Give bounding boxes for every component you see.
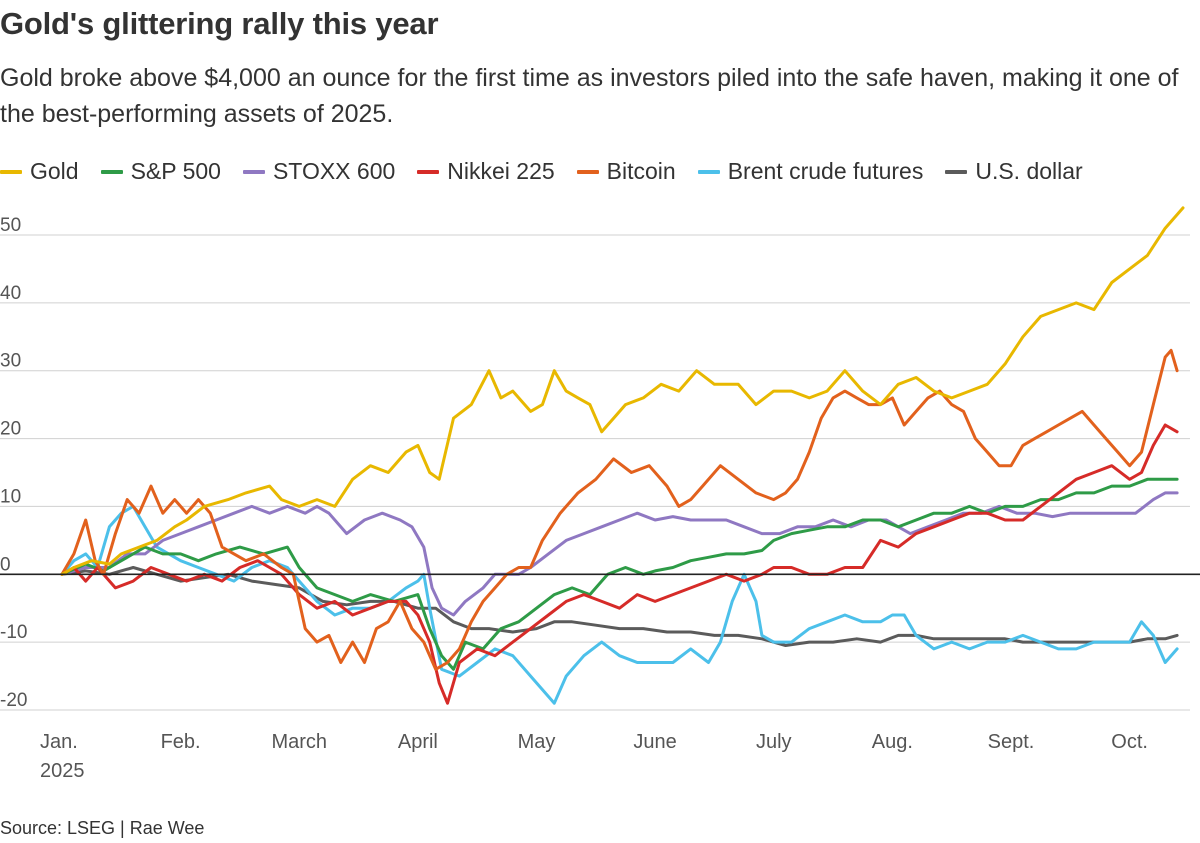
series-line-nikkei-225	[60, 423, 1179, 705]
series-line-gold	[60, 206, 1185, 576]
x-tick-label: Aug.	[872, 731, 913, 753]
legend-item-gold: Gold	[0, 158, 79, 185]
y-tick-label: 30	[0, 351, 21, 372]
legend: Gold S&P 500 STOXX 600 Nikkei 225 Bitcoi…	[0, 158, 1105, 185]
chart-title: Gold's glittering rally this year	[0, 6, 439, 41]
x-tick-label: July	[756, 731, 792, 753]
legend-swatch-gold	[0, 169, 22, 174]
chart-subtitle: Gold broke above $4,000 an ounce for the…	[0, 64, 1179, 128]
legend-label-brent: Brent crude futures	[727, 158, 924, 184]
grid-lines	[0, 234, 1190, 711]
legend-item-stoxx600: STOXX 600	[242, 158, 396, 185]
y-tick-label: 50	[0, 215, 21, 236]
legend-label-bitcoin: Bitcoin	[606, 158, 676, 184]
legend-label-nikkei225: Nikkei 225	[447, 158, 555, 184]
legend-swatch-sp500	[100, 169, 123, 174]
legend-swatch-bitcoin	[576, 169, 599, 174]
legend-item-sp500: S&P 500	[100, 158, 221, 185]
legend-item-bitcoin: Bitcoin	[576, 158, 676, 185]
legend-swatch-usdollar	[945, 169, 968, 174]
legend-item-nikkei225: Nikkei 225	[417, 158, 555, 185]
legend-swatch-stoxx600	[242, 169, 265, 174]
x-tick-label: Oct.	[1111, 731, 1148, 753]
series-lines	[60, 206, 1185, 705]
y-tick-label: 20	[0, 419, 21, 440]
legend-item-brent: Brent crude futures	[697, 158, 924, 185]
series-line-s-p-500	[60, 477, 1179, 671]
x-tick-label: March	[271, 731, 327, 753]
legend-label-gold: Gold	[30, 158, 79, 184]
y-axis-ticks: -20 -10 0 10 20 30 40 50	[0, 215, 27, 711]
x-tick-label: Feb.	[161, 731, 201, 753]
series-line-u-s-dollar	[60, 566, 1179, 647]
line-chart: -20 -10 0 10 20 30 40 50 Jan. 2025 Feb. March April…	[0, 206, 1200, 782]
legend-item-usdollar: U.S. dollar	[945, 158, 1083, 185]
source-note: Source: LSEG | Rae Wee	[0, 818, 205, 838]
legend-label-stoxx600: STOXX 600	[272, 158, 396, 184]
series-line-bitcoin	[60, 348, 1179, 671]
x-tick-label: Sept.	[988, 731, 1035, 753]
y-tick-label: 0	[0, 554, 11, 575]
x-tick-label: April	[398, 731, 438, 753]
legend-swatch-nikkei225	[417, 169, 440, 174]
legend-label-usdollar: U.S. dollar	[975, 158, 1083, 184]
series-line-stoxx-600	[60, 491, 1179, 617]
x-tick-sublabel: 2025	[40, 760, 85, 782]
y-tick-label: 10	[0, 486, 21, 507]
legend-swatch-brent	[697, 169, 720, 174]
x-axis-ticks: Jan. 2025 Feb. March April May June July Aug. Sep…	[40, 731, 1148, 782]
legend-label-sp500: S&P 500	[130, 158, 221, 184]
x-tick-label: Jan.	[40, 731, 78, 753]
series-line-brent-crude-futures	[60, 504, 1179, 705]
x-tick-label: May	[518, 731, 556, 753]
x-tick-label: June	[633, 731, 676, 753]
y-tick-label: -20	[0, 690, 27, 711]
y-tick-label: -10	[0, 622, 27, 643]
y-tick-label: 40	[0, 283, 21, 304]
